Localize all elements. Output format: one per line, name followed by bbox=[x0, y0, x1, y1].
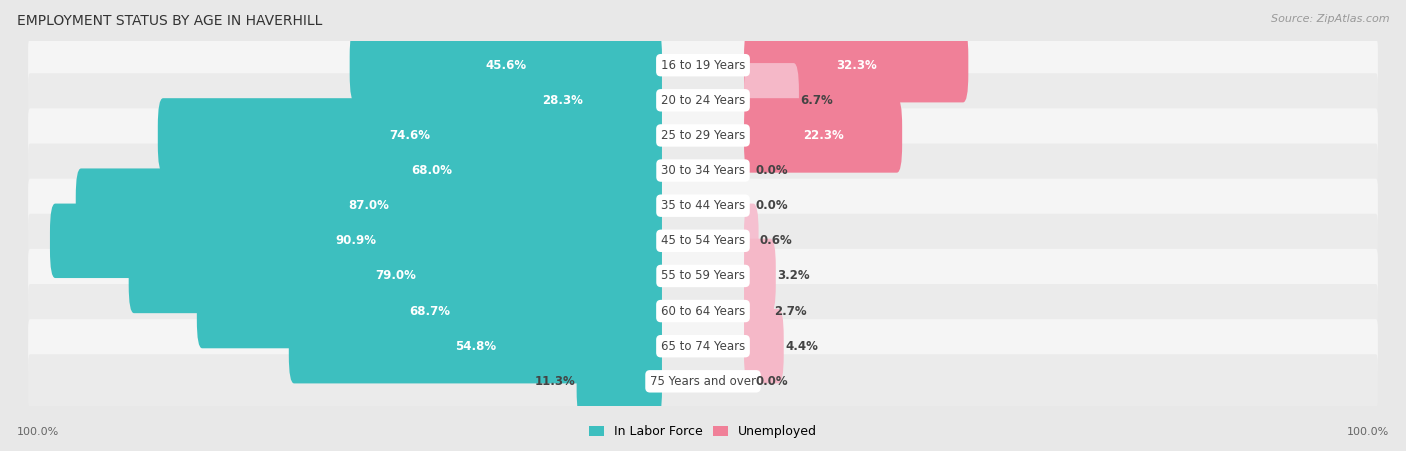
FancyBboxPatch shape bbox=[28, 179, 1378, 233]
FancyBboxPatch shape bbox=[28, 38, 1378, 92]
FancyBboxPatch shape bbox=[28, 73, 1378, 127]
Text: 54.8%: 54.8% bbox=[454, 340, 496, 353]
Text: 16 to 19 Years: 16 to 19 Years bbox=[661, 59, 745, 72]
FancyBboxPatch shape bbox=[28, 284, 1378, 338]
Text: 11.3%: 11.3% bbox=[534, 375, 575, 388]
Text: 87.0%: 87.0% bbox=[349, 199, 389, 212]
Text: 20 to 24 Years: 20 to 24 Years bbox=[661, 94, 745, 107]
Text: 0.0%: 0.0% bbox=[756, 199, 789, 212]
Text: 28.3%: 28.3% bbox=[543, 94, 583, 107]
FancyBboxPatch shape bbox=[197, 274, 662, 348]
Text: 0.0%: 0.0% bbox=[756, 164, 789, 177]
FancyBboxPatch shape bbox=[157, 98, 662, 173]
Text: 55 to 59 Years: 55 to 59 Years bbox=[661, 269, 745, 282]
FancyBboxPatch shape bbox=[76, 168, 662, 243]
Text: 35 to 44 Years: 35 to 44 Years bbox=[661, 199, 745, 212]
Text: 4.4%: 4.4% bbox=[785, 340, 818, 353]
Text: 74.6%: 74.6% bbox=[389, 129, 430, 142]
FancyBboxPatch shape bbox=[28, 249, 1378, 303]
FancyBboxPatch shape bbox=[28, 108, 1378, 162]
FancyBboxPatch shape bbox=[744, 203, 759, 278]
Text: 65 to 74 Years: 65 to 74 Years bbox=[661, 340, 745, 353]
Text: 32.3%: 32.3% bbox=[835, 59, 876, 72]
FancyBboxPatch shape bbox=[744, 309, 783, 383]
Text: EMPLOYMENT STATUS BY AGE IN HAVERHILL: EMPLOYMENT STATUS BY AGE IN HAVERHILL bbox=[17, 14, 322, 28]
FancyBboxPatch shape bbox=[129, 239, 662, 313]
FancyBboxPatch shape bbox=[744, 63, 799, 138]
FancyBboxPatch shape bbox=[744, 239, 776, 313]
Text: 68.7%: 68.7% bbox=[409, 304, 450, 318]
FancyBboxPatch shape bbox=[28, 214, 1378, 268]
Text: 0.0%: 0.0% bbox=[756, 375, 789, 388]
FancyBboxPatch shape bbox=[744, 28, 969, 102]
Text: 30 to 34 Years: 30 to 34 Years bbox=[661, 164, 745, 177]
FancyBboxPatch shape bbox=[28, 354, 1378, 408]
Text: 3.2%: 3.2% bbox=[778, 269, 810, 282]
Text: 75 Years and over: 75 Years and over bbox=[650, 375, 756, 388]
Text: 45 to 54 Years: 45 to 54 Years bbox=[661, 235, 745, 247]
Text: 90.9%: 90.9% bbox=[336, 235, 377, 247]
Text: 22.3%: 22.3% bbox=[803, 129, 844, 142]
FancyBboxPatch shape bbox=[28, 143, 1378, 198]
FancyBboxPatch shape bbox=[350, 28, 662, 102]
FancyBboxPatch shape bbox=[744, 274, 772, 348]
FancyBboxPatch shape bbox=[288, 309, 662, 383]
Text: Source: ZipAtlas.com: Source: ZipAtlas.com bbox=[1271, 14, 1389, 23]
Text: 100.0%: 100.0% bbox=[17, 428, 59, 437]
Legend: In Labor Force, Unemployed: In Labor Force, Unemployed bbox=[583, 420, 823, 443]
Text: 68.0%: 68.0% bbox=[411, 164, 453, 177]
FancyBboxPatch shape bbox=[744, 98, 903, 173]
FancyBboxPatch shape bbox=[28, 319, 1378, 373]
Text: 2.7%: 2.7% bbox=[773, 304, 807, 318]
Text: 45.6%: 45.6% bbox=[485, 59, 526, 72]
Text: 60 to 64 Years: 60 to 64 Years bbox=[661, 304, 745, 318]
FancyBboxPatch shape bbox=[51, 203, 662, 278]
Text: 79.0%: 79.0% bbox=[375, 269, 416, 282]
FancyBboxPatch shape bbox=[576, 344, 662, 419]
Text: 0.6%: 0.6% bbox=[759, 235, 793, 247]
Text: 25 to 29 Years: 25 to 29 Years bbox=[661, 129, 745, 142]
Text: 6.7%: 6.7% bbox=[800, 94, 832, 107]
Text: 100.0%: 100.0% bbox=[1347, 428, 1389, 437]
FancyBboxPatch shape bbox=[201, 133, 662, 208]
FancyBboxPatch shape bbox=[464, 63, 662, 138]
